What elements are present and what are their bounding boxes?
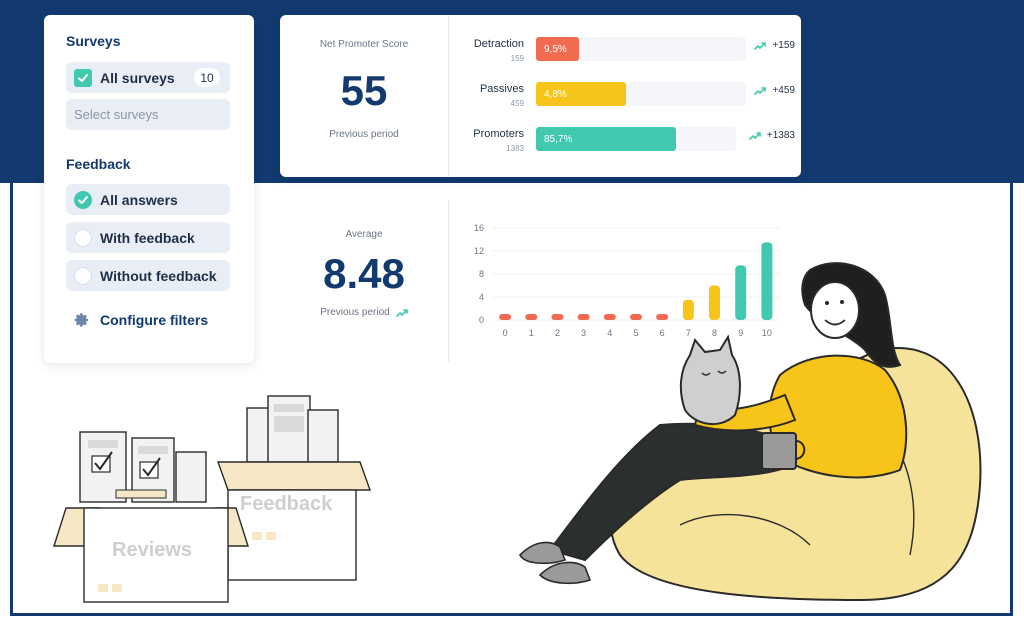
row-count: 159	[510, 54, 524, 63]
filters-panel: Surveys All surveys 10 Select surveys Fe…	[44, 15, 254, 363]
row-name: Passives	[479, 83, 524, 95]
average-card: Average 8.48 Previous period 16 12 8 4 0 0 1 2 3…	[280, 200, 801, 362]
bar-fill: 85,7%	[536, 127, 676, 151]
option-label: With feedback	[100, 229, 195, 246]
x-tick-label: 6	[660, 328, 665, 338]
bar-5	[630, 314, 642, 320]
average-label: Average	[345, 229, 383, 240]
checkbox-checked-icon	[74, 68, 92, 87]
woman-illustration	[519, 262, 982, 602]
nps-label: Net Promoter Score	[319, 39, 409, 50]
bar-10	[761, 242, 773, 320]
trend: +159	[754, 40, 795, 51]
option-all-answers[interactable]: All answers	[66, 184, 230, 215]
row-name: Detraction	[473, 38, 524, 50]
nps-row-promoters: Promoters 1383 85,7% +1383	[448, 118, 801, 164]
y-tick-label: 8	[479, 269, 484, 279]
bar-fill: 4,8%	[536, 82, 626, 106]
box-right-label: Feedback	[240, 493, 333, 515]
y-tick-label: 0	[479, 315, 484, 325]
trend-up-icon	[754, 86, 767, 95]
average-previous-label: Previous period	[320, 307, 390, 318]
bar-7	[682, 299, 694, 320]
card-divider	[448, 15, 449, 177]
x-tick-label: 4	[607, 328, 612, 338]
all-surveys-label: All surveys	[100, 69, 175, 86]
bar-track: 4,8%	[536, 82, 746, 106]
x-tick-label: 5	[633, 328, 638, 338]
configure-filters-link[interactable]: Configure filters	[72, 311, 208, 329]
check-mark-icon	[91, 451, 161, 479]
bar-1	[525, 314, 538, 320]
gear-icon	[74, 313, 89, 327]
row-name: Promoters	[473, 128, 524, 140]
bar-3	[577, 314, 590, 320]
all-surveys-option[interactable]: All surveys 10	[66, 62, 230, 93]
option-label: All answers	[100, 191, 178, 208]
feedback-title: Feedback	[66, 156, 131, 172]
bar-fill: 9,5%	[536, 37, 579, 61]
bar-2	[551, 314, 564, 320]
option-without-feedback[interactable]: Without feedback	[66, 260, 230, 291]
trend-up-icon	[754, 41, 767, 50]
average-previous: Previous period	[280, 307, 448, 318]
option-label: Without feedback	[100, 267, 217, 284]
bar-9	[735, 265, 747, 320]
x-tick-label: 7	[686, 328, 691, 338]
nps-previous-label: Previous period	[329, 129, 399, 140]
trend: +1383	[749, 130, 795, 141]
bar-8	[709, 285, 721, 320]
bar-track: 85,7%	[536, 127, 736, 151]
mug-icon	[761, 432, 806, 470]
trend-delta: +459	[772, 85, 795, 96]
surveys-title: Surveys	[66, 33, 121, 49]
trend-up-icon	[749, 131, 761, 140]
reviews-box: Reviews	[53, 489, 249, 603]
nps-row-detraction: Detraction 159 9,5% +159	[448, 28, 801, 74]
y-tick-label: 12	[474, 246, 484, 256]
bar-0	[499, 314, 512, 320]
trend-delta: +1383	[766, 130, 795, 141]
x-tick-label: 10	[762, 328, 772, 338]
x-tick-label: 0	[503, 328, 508, 338]
bar-4	[603, 314, 616, 320]
average-value: 8.48	[323, 250, 405, 297]
radio-checked-icon	[74, 190, 92, 209]
card-divider	[448, 200, 449, 362]
x-tick-label: 3	[581, 328, 586, 338]
illustration-frame	[10, 183, 1013, 616]
face	[810, 281, 860, 339]
feedback-box: Feedback	[217, 461, 371, 581]
configure-filters-label: Configure filters	[100, 312, 209, 328]
radio-empty-icon	[74, 228, 92, 247]
cat	[679, 334, 741, 426]
row-count: 459	[510, 99, 524, 108]
radio-empty-icon	[74, 266, 92, 285]
bar-6	[656, 314, 669, 320]
select-surveys-dropdown[interactable]: Select surveys	[66, 99, 230, 130]
nps-score: 55	[340, 67, 388, 114]
box-left-label: Reviews	[112, 539, 192, 561]
trend-up-icon	[395, 308, 408, 317]
nps-row-passives: Passives 459 4,8% +459	[448, 73, 801, 119]
trend-delta: +159	[772, 40, 795, 51]
x-tick-label: 8	[712, 328, 717, 338]
surveys-count-badge: 10	[194, 68, 220, 87]
row-count: 1383	[506, 144, 524, 153]
option-with-feedback[interactable]: With feedback	[66, 222, 230, 253]
x-tick-label: 9	[738, 328, 743, 338]
boxes-illustration: Feedback Reviews	[53, 395, 371, 603]
y-tick-label: 16	[474, 223, 484, 233]
bar-track: 9,5%	[536, 37, 746, 61]
y-tick-label: 4	[479, 292, 484, 302]
nps-card: Net Promoter Score 55 Previous period De…	[280, 15, 801, 177]
x-tick-label: 2	[555, 328, 560, 338]
trend: +459	[754, 85, 795, 96]
x-tick-label: 1	[529, 328, 534, 338]
